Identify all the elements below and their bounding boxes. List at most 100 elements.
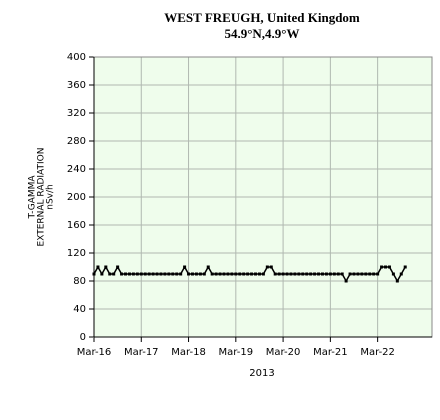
data-point	[368, 272, 372, 276]
data-point	[163, 272, 167, 276]
y-tick-label: 320	[67, 108, 86, 119]
data-point	[254, 272, 258, 276]
data-point	[120, 272, 124, 276]
data-point	[352, 272, 356, 276]
data-point	[360, 272, 364, 276]
data-point	[250, 272, 254, 276]
data-point	[376, 272, 380, 276]
data-point	[159, 272, 163, 276]
data-point	[313, 272, 317, 276]
data-point	[395, 279, 399, 283]
data-point	[324, 272, 328, 276]
y-tick-label: 120	[67, 248, 86, 259]
data-point	[238, 272, 242, 276]
data-point	[190, 272, 194, 276]
data-point	[293, 272, 297, 276]
data-point	[328, 272, 332, 276]
data-point	[230, 272, 234, 276]
data-point	[242, 272, 246, 276]
data-point	[226, 272, 230, 276]
x-tick-label: Mar-21	[313, 347, 348, 358]
data-point	[320, 272, 324, 276]
data-point	[214, 272, 218, 276]
data-point	[135, 272, 139, 276]
data-point	[309, 272, 313, 276]
data-point	[218, 272, 222, 276]
data-point	[179, 272, 183, 276]
data-point	[234, 272, 238, 276]
data-point	[269, 265, 273, 269]
data-point	[202, 272, 206, 276]
data-point	[387, 265, 391, 269]
y-tick-label: 200	[67, 192, 86, 203]
y-tick-label: 400	[67, 52, 86, 63]
chart-title: WEST FREUGH, United Kingdom	[164, 10, 360, 25]
x-tick-label: Mar-18	[171, 347, 206, 358]
data-point	[348, 272, 352, 276]
y-tick-label: 280	[67, 136, 86, 147]
data-point	[399, 272, 403, 276]
data-point	[155, 272, 159, 276]
data-point	[187, 272, 191, 276]
data-point	[289, 272, 293, 276]
data-point	[92, 272, 96, 276]
data-point	[317, 272, 321, 276]
data-point	[147, 272, 151, 276]
data-point	[356, 272, 360, 276]
x-tick-label: Mar-20	[266, 347, 301, 358]
data-point	[340, 272, 344, 276]
data-point	[139, 272, 143, 276]
data-point	[257, 272, 261, 276]
data-point	[261, 272, 265, 276]
data-point	[281, 272, 285, 276]
data-point	[305, 272, 309, 276]
data-point	[131, 272, 135, 276]
y-tick-label: 40	[73, 304, 86, 315]
data-point	[297, 272, 301, 276]
data-point	[277, 272, 281, 276]
data-point	[151, 272, 155, 276]
data-point	[194, 272, 198, 276]
data-point	[380, 265, 384, 269]
data-point	[143, 272, 147, 276]
x-tick-label: Mar-19	[219, 347, 254, 358]
data-point	[167, 272, 171, 276]
y-tick-label: 80	[73, 276, 86, 287]
y-tick-label: 160	[67, 220, 86, 231]
data-point	[364, 272, 368, 276]
data-point	[206, 265, 210, 269]
data-point	[112, 272, 116, 276]
data-point	[175, 272, 179, 276]
data-point	[265, 265, 269, 269]
data-point	[210, 272, 214, 276]
data-point	[183, 265, 187, 269]
data-point	[96, 265, 100, 269]
data-point	[198, 272, 202, 276]
data-point	[104, 265, 108, 269]
x-tick-label: Mar-22	[360, 347, 395, 358]
data-point	[391, 272, 395, 276]
data-point	[344, 279, 348, 283]
data-point	[124, 272, 128, 276]
y-axis-label: T-GAMMA	[28, 175, 38, 220]
data-point	[273, 272, 277, 276]
data-point	[222, 272, 226, 276]
data-point	[285, 272, 289, 276]
data-point	[116, 265, 120, 269]
data-point	[384, 265, 388, 269]
y-axis-label: EXTERNAL RADIATION	[37, 148, 47, 247]
data-point	[127, 272, 131, 276]
y-tick-label: 240	[67, 164, 86, 175]
x-axis-label: 2013	[249, 368, 274, 379]
y-tick-label: 0	[80, 332, 86, 343]
chart-subtitle: 54.9°N,4.9°W	[224, 26, 299, 41]
y-axis-label: nSv/h	[46, 184, 56, 209]
data-point	[403, 265, 407, 269]
x-tick-label: Mar-16	[77, 347, 112, 358]
data-point	[336, 272, 340, 276]
data-point	[246, 272, 250, 276]
x-tick-label: Mar-17	[124, 347, 159, 358]
data-point	[108, 272, 112, 276]
data-point	[372, 272, 376, 276]
